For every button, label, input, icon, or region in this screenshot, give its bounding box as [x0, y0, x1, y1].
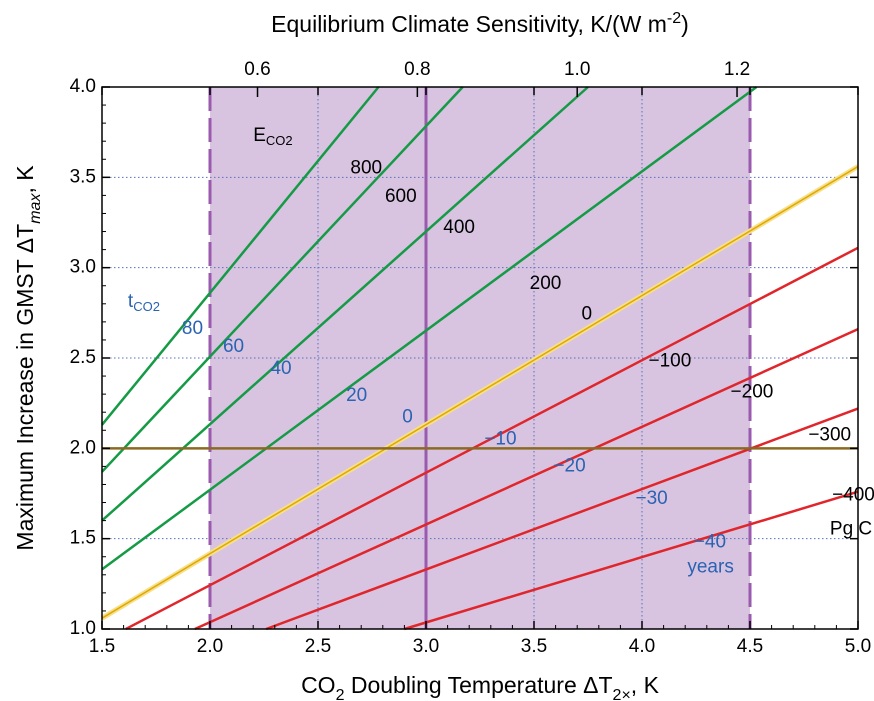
x-tick-label: 4.5	[737, 636, 763, 657]
time-label: −30	[636, 488, 668, 509]
emission-label: 400	[443, 217, 475, 238]
emission-label: 800	[350, 157, 382, 178]
y-tick-label: 1.5	[70, 528, 96, 549]
y-tick-label: 4.0	[70, 76, 96, 97]
time-label: years	[687, 557, 733, 578]
x-tick-label: 2.0	[197, 636, 223, 657]
time-header: tCO2	[128, 291, 160, 314]
time-label: −40	[694, 531, 726, 552]
y-axis-title: Maximum Increase in GMST ΔTmax, K	[12, 165, 44, 551]
series-line	[265, 407, 859, 631]
emission-label: −300	[808, 425, 851, 446]
top-axis-title: Equilibrium Climate Sensitivity, K/(W m-…	[271, 10, 689, 37]
x-tick-label: 3.0	[413, 636, 439, 657]
x-tick-label: 2.5	[305, 636, 331, 657]
x-tick-label: 5.0	[845, 636, 871, 657]
emission-label: −100	[648, 351, 691, 372]
time-label: 60	[223, 336, 244, 357]
top-tick-label: 1.0	[564, 59, 590, 80]
time-label: 20	[346, 385, 367, 406]
emission-label: −400	[832, 484, 874, 505]
x-axis-title: CO2 Doubling Temperature ΔT2×, K	[301, 672, 660, 701]
time-label: 40	[270, 358, 291, 379]
series-line	[101, 165, 859, 619]
time-label: −20	[553, 455, 585, 476]
x-tick-label: 3.5	[521, 636, 547, 657]
time-label: 80	[182, 318, 203, 339]
emission-label: 600	[385, 186, 417, 207]
x-tick-label: 4.0	[629, 636, 655, 657]
series-line	[101, 86, 464, 473]
y-tick-label: 3.0	[70, 257, 96, 278]
series-line	[101, 85, 758, 571]
top-tick-label: 1.2	[724, 59, 750, 80]
x-tick-label: 1.5	[89, 636, 115, 657]
top-tick-label: 0.8	[404, 59, 430, 80]
top-tick-label: 0.6	[244, 59, 270, 80]
y-tick-label: 3.5	[70, 166, 96, 187]
emission-header: ECO2	[253, 125, 292, 148]
y-tick-label: 2.5	[70, 347, 96, 368]
time-label: −10	[484, 428, 516, 449]
y-tick-label: 2.0	[70, 437, 96, 458]
series-line	[101, 86, 380, 426]
series-line	[125, 246, 859, 631]
emission-label: −200	[731, 381, 774, 402]
y-tick-label: 1.0	[70, 618, 96, 639]
series-line	[404, 490, 859, 631]
series-line	[194, 327, 859, 631]
emission-label: 0	[582, 304, 593, 325]
time-label: 0	[402, 407, 413, 428]
emission-label: Pg C	[830, 519, 872, 540]
emission-label: 200	[530, 273, 562, 294]
